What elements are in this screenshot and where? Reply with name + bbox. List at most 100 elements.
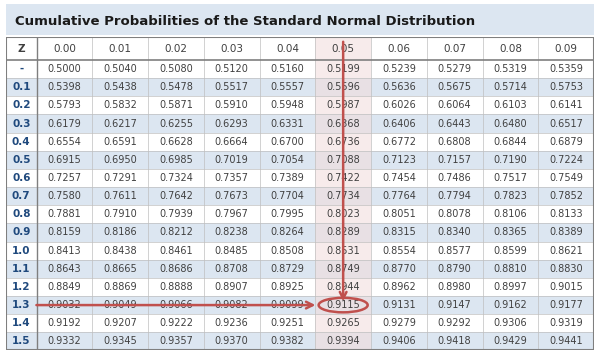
Text: 0.8849: 0.8849 xyxy=(47,282,81,292)
Text: 0.7291: 0.7291 xyxy=(103,173,137,183)
Text: 0.9082: 0.9082 xyxy=(215,300,248,310)
Text: 0.5753: 0.5753 xyxy=(549,82,583,92)
Text: 0.04: 0.04 xyxy=(276,44,299,53)
Text: 0.8212: 0.8212 xyxy=(159,228,193,238)
Text: 0.8599: 0.8599 xyxy=(494,246,527,256)
Bar xyxy=(6,78,594,96)
Bar xyxy=(6,114,594,133)
Text: 0.7088: 0.7088 xyxy=(326,155,360,165)
Text: 0.8159: 0.8159 xyxy=(47,228,82,238)
Bar xyxy=(6,133,594,151)
Text: 0.9394: 0.9394 xyxy=(326,336,360,346)
Text: 0.7704: 0.7704 xyxy=(271,191,304,201)
Text: 0.5793: 0.5793 xyxy=(47,101,82,110)
Text: 0.7734: 0.7734 xyxy=(326,191,360,201)
Text: -: - xyxy=(19,64,23,74)
Text: 1.4: 1.4 xyxy=(12,318,31,328)
Text: 0.6064: 0.6064 xyxy=(438,101,472,110)
Text: 0.5478: 0.5478 xyxy=(159,82,193,92)
Text: 0.9162: 0.9162 xyxy=(494,300,527,310)
Text: 0.9015: 0.9015 xyxy=(549,282,583,292)
Text: 0.07: 0.07 xyxy=(443,44,466,53)
Text: 0.9332: 0.9332 xyxy=(47,336,82,346)
Text: 0.7422: 0.7422 xyxy=(326,173,360,183)
Text: 0.8869: 0.8869 xyxy=(103,282,137,292)
Text: 0.8686: 0.8686 xyxy=(159,264,193,274)
Text: 0.8106: 0.8106 xyxy=(494,209,527,219)
Bar xyxy=(6,223,594,241)
Text: 0.5636: 0.5636 xyxy=(382,82,416,92)
Text: 0.7611: 0.7611 xyxy=(103,191,137,201)
Text: 0.7517: 0.7517 xyxy=(493,173,527,183)
Text: 0.8907: 0.8907 xyxy=(215,282,248,292)
Text: 0.7642: 0.7642 xyxy=(159,191,193,201)
Text: 0.9441: 0.9441 xyxy=(550,336,583,346)
Text: 0.8665: 0.8665 xyxy=(103,264,137,274)
Text: 0.7257: 0.7257 xyxy=(47,173,82,183)
Text: 0.7054: 0.7054 xyxy=(271,155,304,165)
Text: 0.6480: 0.6480 xyxy=(494,119,527,129)
Text: 0.9345: 0.9345 xyxy=(103,336,137,346)
Text: 0.7: 0.7 xyxy=(12,191,31,201)
Text: Cumulative Probabilities of the Standard Normal Distribution: Cumulative Probabilities of the Standard… xyxy=(15,15,475,28)
Text: 0.6255: 0.6255 xyxy=(159,119,193,129)
Text: 0.7967: 0.7967 xyxy=(215,209,248,219)
Text: 0.9207: 0.9207 xyxy=(103,318,137,328)
Text: 0.5398: 0.5398 xyxy=(47,82,82,92)
Bar xyxy=(6,314,594,332)
Text: 0.7224: 0.7224 xyxy=(549,155,583,165)
Text: 0.03: 0.03 xyxy=(220,44,243,53)
Text: 0.9370: 0.9370 xyxy=(215,336,248,346)
Text: 0.8554: 0.8554 xyxy=(382,246,416,256)
Bar xyxy=(315,37,371,350)
Text: 0.9357: 0.9357 xyxy=(159,336,193,346)
Text: 0.5279: 0.5279 xyxy=(437,64,472,74)
Text: 0.9049: 0.9049 xyxy=(103,300,137,310)
Text: 0.8238: 0.8238 xyxy=(215,228,248,238)
Text: 0.6103: 0.6103 xyxy=(494,101,527,110)
Text: 1.0: 1.0 xyxy=(12,246,31,256)
Text: 0.7454: 0.7454 xyxy=(382,173,416,183)
Text: 0.08: 0.08 xyxy=(499,44,522,53)
Text: 0.7939: 0.7939 xyxy=(159,209,193,219)
Text: 0.9382: 0.9382 xyxy=(271,336,304,346)
Text: 0.8790: 0.8790 xyxy=(438,264,472,274)
Text: 0.8485: 0.8485 xyxy=(215,246,248,256)
Text: 0.5675: 0.5675 xyxy=(437,82,472,92)
Text: 0.8729: 0.8729 xyxy=(271,264,304,274)
Text: 0.7389: 0.7389 xyxy=(271,173,304,183)
Text: 0.4: 0.4 xyxy=(12,137,31,147)
Text: 0.7123: 0.7123 xyxy=(382,155,416,165)
Text: 0.5557: 0.5557 xyxy=(271,82,304,92)
Text: 0.5239: 0.5239 xyxy=(382,64,416,74)
Text: 0.00: 0.00 xyxy=(53,44,76,53)
Bar xyxy=(6,332,594,350)
Text: 0.6879: 0.6879 xyxy=(549,137,583,147)
Text: 0.7157: 0.7157 xyxy=(437,155,472,165)
Text: 0.8962: 0.8962 xyxy=(382,282,416,292)
Text: 0.7580: 0.7580 xyxy=(47,191,82,201)
Text: 0.5319: 0.5319 xyxy=(494,64,527,74)
Bar xyxy=(6,187,594,205)
Text: 0.6517: 0.6517 xyxy=(549,119,583,129)
Text: 0.9177: 0.9177 xyxy=(549,300,583,310)
Text: 0.9292: 0.9292 xyxy=(438,318,472,328)
Text: 0.8438: 0.8438 xyxy=(103,246,137,256)
Text: 0.1: 0.1 xyxy=(12,82,31,92)
Text: 0.8643: 0.8643 xyxy=(47,264,81,274)
Text: 0.8708: 0.8708 xyxy=(215,264,248,274)
Text: 0.05: 0.05 xyxy=(332,44,355,53)
Text: 0.8461: 0.8461 xyxy=(159,246,193,256)
Text: 1.5: 1.5 xyxy=(12,336,31,346)
Bar xyxy=(6,169,594,187)
Text: 0.6844: 0.6844 xyxy=(494,137,527,147)
Bar xyxy=(6,296,594,314)
Text: 0.9319: 0.9319 xyxy=(550,318,583,328)
Text: 0.6368: 0.6368 xyxy=(326,119,360,129)
Text: 0.8770: 0.8770 xyxy=(382,264,416,274)
Text: 0.8508: 0.8508 xyxy=(271,246,304,256)
Text: 0.5359: 0.5359 xyxy=(549,64,583,74)
Text: 0.6591: 0.6591 xyxy=(103,137,137,147)
Text: 0.5517: 0.5517 xyxy=(215,82,248,92)
Text: 0.7852: 0.7852 xyxy=(549,191,583,201)
